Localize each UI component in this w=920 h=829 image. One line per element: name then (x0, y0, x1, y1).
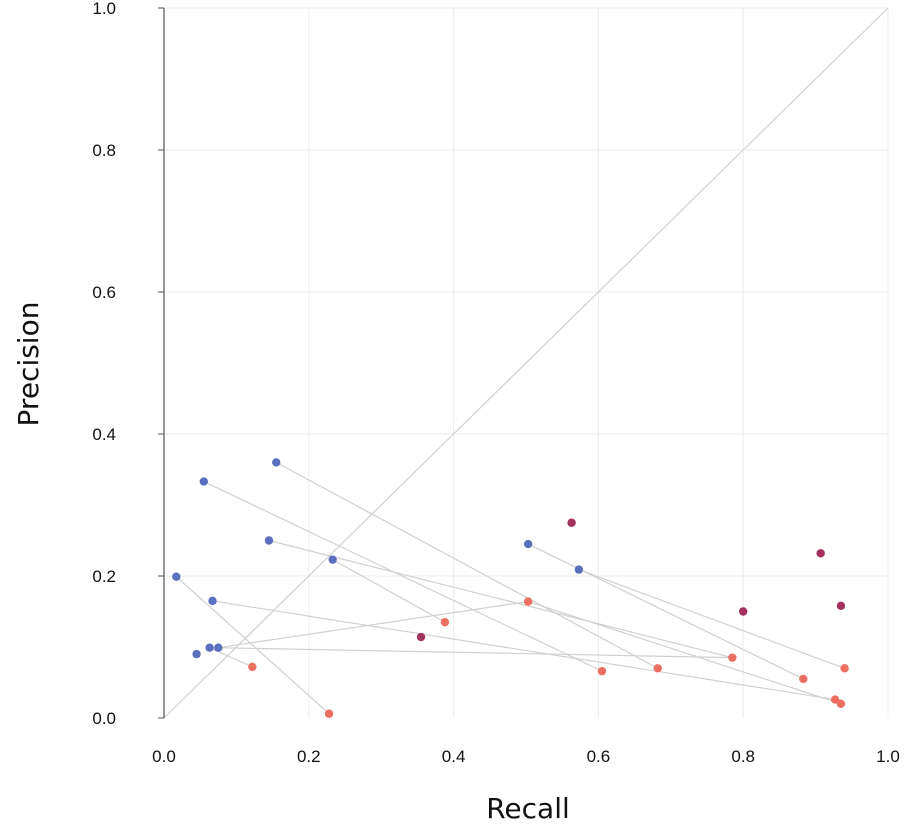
grid (164, 7, 889, 718)
y-tick-label: 0.4 (92, 425, 116, 444)
axes (158, 7, 165, 719)
data-point-blue (523, 539, 533, 549)
data-point-red (324, 709, 334, 718)
data-point-blue (214, 643, 223, 652)
x-tick-label: 0.2 (297, 747, 321, 766)
connector-line (527, 543, 804, 680)
data-point-red (830, 695, 840, 704)
x-axis-title: Recall (486, 792, 570, 825)
connector-line (275, 461, 659, 669)
x-tick-label: 0.6 (587, 747, 611, 766)
y-tick-label: 0.6 (92, 283, 116, 302)
data-point-red (836, 699, 846, 708)
connector-line (578, 569, 845, 669)
y-tick-label: 1.0 (92, 0, 116, 18)
x-tick-label: 0.4 (442, 747, 466, 766)
y-tick-label: 0.0 (92, 709, 116, 728)
connector-line (527, 600, 842, 705)
y-tick-labels: 0.0 0.2 0.4 0.6 0.8 1.0 (92, 0, 116, 728)
data-point-blue (172, 572, 181, 581)
connector-line (332, 559, 446, 623)
data-point-red (248, 662, 257, 672)
y-axis-title: Precision (12, 302, 45, 427)
data-point-red (653, 664, 662, 673)
data-point-purple (416, 632, 426, 642)
data-point-blue (208, 596, 217, 606)
connector-line (175, 576, 330, 715)
data-point-blue (272, 458, 281, 467)
data-point-purple (816, 549, 825, 558)
data-point-blue (574, 565, 584, 574)
x-tick-label: 0.8 (731, 747, 755, 766)
x-tick-label: 1.0 (876, 747, 900, 766)
connector-lines (175, 461, 845, 715)
data-point-blue (199, 477, 209, 486)
data-point-blue (192, 649, 201, 659)
data-point-purple (567, 518, 576, 527)
connector-line (218, 647, 733, 659)
data-point-blue (205, 643, 214, 652)
data-point-purple (739, 607, 748, 616)
connector-line (203, 481, 603, 672)
data-point-red (799, 674, 808, 684)
diagonal-reference-line (163, 7, 889, 719)
x-tick-labels: 0.0 0.2 0.4 0.6 0.8 1.0 (152, 747, 900, 766)
x-tick-label: 0.0 (152, 747, 176, 766)
data-point-red (523, 597, 533, 606)
connector-line (268, 539, 733, 659)
data-point-red (597, 666, 607, 676)
data-point-purple (836, 601, 846, 611)
y-tick-label: 0.2 (92, 567, 116, 586)
connector-line (218, 600, 529, 649)
data-point-red (728, 653, 737, 662)
data-point-blue (264, 536, 274, 545)
connector-line (212, 600, 836, 701)
data-point-red (440, 617, 450, 627)
data-point-blue (328, 555, 337, 564)
data-point-red (840, 664, 849, 673)
y-tick-label: 0.8 (92, 141, 116, 160)
data-points (172, 458, 849, 718)
